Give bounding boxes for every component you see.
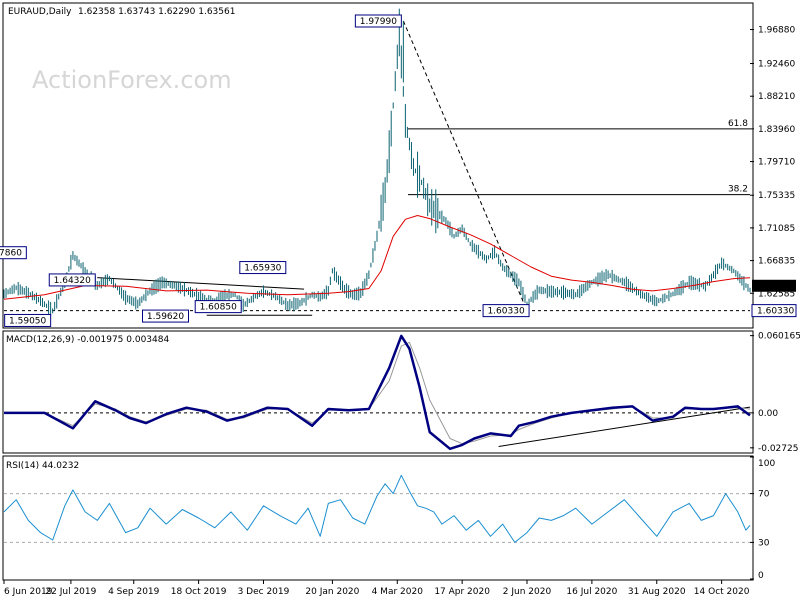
fib-level-label: 61.8 <box>728 119 748 129</box>
x-tick-label: 3 Dec 2019 <box>238 587 290 597</box>
x-tick-label: 4 Sep 2019 <box>108 587 160 597</box>
x-tick-label: 4 Mar 2020 <box>372 587 424 597</box>
macd-pane: MACD(12,26,9) -0.001975 0.003484 0.06016… <box>2 330 800 454</box>
price-trendlines <box>97 20 528 316</box>
fibonacci-levels: 61.8 38.2 <box>408 119 750 196</box>
level-annotation-box <box>482 304 530 318</box>
price-y-tick-label: 1.88210 <box>758 92 795 102</box>
rsi-title: RSI(14) 44.0232 <box>6 461 79 471</box>
support-line: 1.60330 <box>4 304 797 318</box>
current-price-box <box>752 279 796 292</box>
support-price-label: 1.60330 <box>757 307 794 317</box>
level-annotation-box <box>239 261 287 275</box>
price-trendline <box>97 277 305 290</box>
level-annotation-label: 1.59620 <box>147 312 184 322</box>
level-annotation-box <box>48 273 96 287</box>
watermark: ActionForex.com <box>32 66 232 94</box>
moving-average-series <box>3 215 751 300</box>
macd-title: MACD(12,26,9) -0.001975 0.003484 <box>6 335 169 345</box>
price-y-tick-label: 1.75335 <box>758 191 795 201</box>
fib-level-label: 38.2 <box>728 185 748 195</box>
level-annotation-box <box>354 14 402 28</box>
x-tick-label: 17 Apr 2020 <box>434 587 490 597</box>
rsi-y-tick-label: 70 <box>758 490 770 500</box>
x-tick-label: 20 Jan 2020 <box>305 587 359 597</box>
price-y-tick-label: 1.71085 <box>758 224 795 234</box>
macd-y-axis: 0.060165 0.00 -0.02725 <box>750 332 800 454</box>
level-annotation-box <box>194 300 242 314</box>
level-annotation-box <box>4 313 52 327</box>
x-tick-label: 22 Jul 2019 <box>45 587 96 597</box>
price-y-tick-label: 1.62585 <box>758 289 795 299</box>
chart-header-symbol: EURAUD,Daily <box>8 7 72 17</box>
rsi-series <box>3 474 751 543</box>
x-tick-label: 6 Jun 2019 <box>4 587 53 597</box>
x-tick-label: 18 Oct 2019 <box>171 587 227 597</box>
x-tick-label: 14 Oct 2020 <box>694 587 750 597</box>
price-y-tick-label: 1.96880 <box>758 26 795 36</box>
level-annotation-box <box>142 309 189 323</box>
rsi-level-lines <box>4 493 750 543</box>
price-y-tick-label: 1.66835 <box>758 257 795 267</box>
level-annotation-box <box>0 246 27 260</box>
rsi-y-tick-label: 100 <box>758 459 775 469</box>
current-price-label: 1.63561 <box>757 282 794 292</box>
level-annotation-label: 1.67860 <box>0 249 22 259</box>
level-annotation-label: 1.60850 <box>200 303 237 313</box>
rsi-pane: RSI(14) 44.0232 100 70 30 0 <box>2 455 775 581</box>
macd-y-tick-label: -0.02725 <box>758 444 798 454</box>
macd-y-tick-label: 0.00 <box>758 409 778 419</box>
macd-y-tick-label: 0.060165 <box>758 332 800 342</box>
moving-average-line <box>3 215 751 300</box>
x-tick-label: 2 Jun 2020 <box>503 587 552 597</box>
macd-main-line <box>4 334 751 451</box>
support-price-box <box>751 304 797 318</box>
level-annotation-label: 1.64320 <box>54 276 91 286</box>
rsi-y-axis: 100 70 30 0 <box>750 456 775 581</box>
rsi-line <box>3 474 751 543</box>
x-tick-label: 16 Jul 2020 <box>566 587 617 597</box>
price-y-axis: 1.96880 1.92460 1.88210 1.83960 1.79710 1.753… <box>750 26 796 299</box>
macd-trendline-segment <box>498 406 751 447</box>
price-y-tick-label: 1.92460 <box>758 60 795 70</box>
level-annotation-label: 1.65930 <box>244 264 281 274</box>
level-annotation-label: 1.60330 <box>487 307 524 317</box>
macd-main-series <box>4 334 751 451</box>
price-y-tick-label: 1.83960 <box>758 125 795 135</box>
rsi-y-tick-label: 30 <box>758 538 770 548</box>
rsi-y-tick-label: 0 <box>758 571 764 581</box>
chart-header-ohlc: 1.62358 1.63743 1.62290 1.63561 <box>78 7 235 17</box>
price-pane: ActionForex.com EURAUD,Daily 1.62358 1.6… <box>0 2 797 329</box>
macd-trendline <box>498 406 751 447</box>
price-level-annotations: 1.97990 1.67860 1.64320 1.59050 1.59620 1.608… <box>0 14 530 327</box>
price-y-tick-label: 1.79710 <box>758 158 795 168</box>
level-annotation-label: 1.59050 <box>9 316 46 326</box>
retracement-dashed-line <box>402 20 528 311</box>
level-annotation-label: 1.97990 <box>360 17 397 27</box>
x-tick-label: 31 Aug 2020 <box>628 587 686 597</box>
